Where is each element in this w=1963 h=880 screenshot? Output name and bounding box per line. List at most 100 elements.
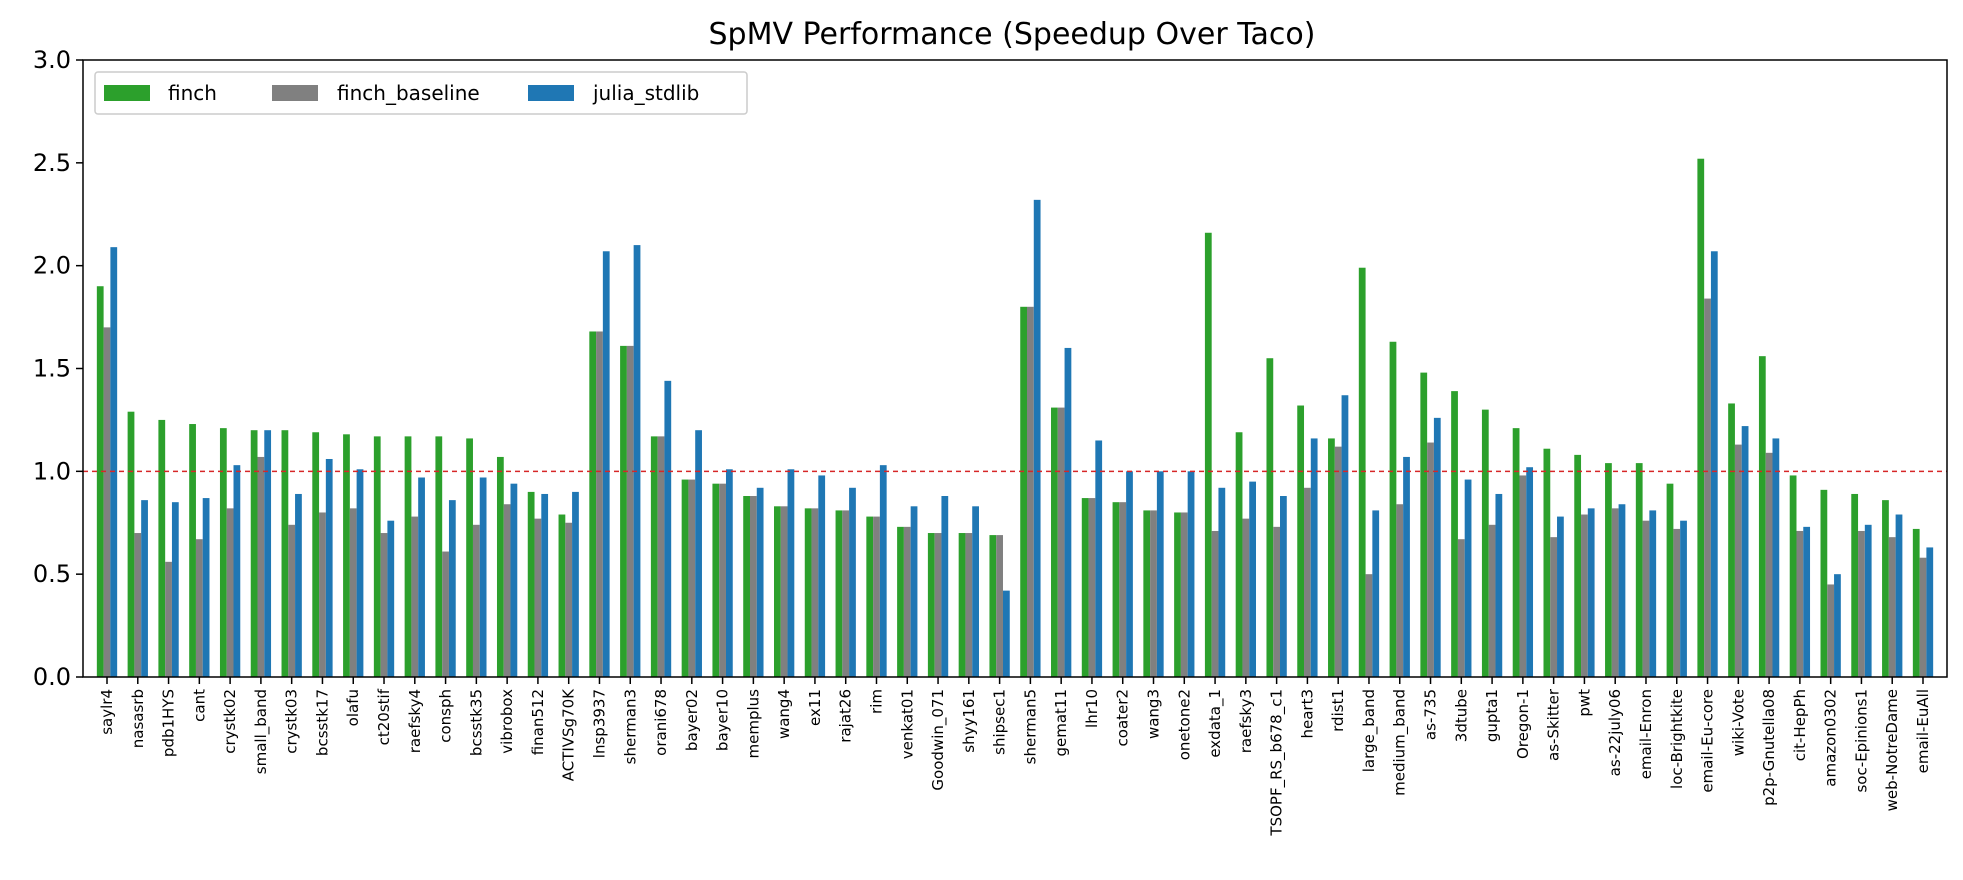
bar-finch-baseline-ct20stif bbox=[380, 533, 388, 677]
x-tick-label: olafu bbox=[344, 689, 362, 726]
x-tick-label: web-NotreDame bbox=[1883, 689, 1901, 811]
y-tick-label: 1.5 bbox=[33, 355, 71, 383]
bar-finch-rdist1 bbox=[1328, 438, 1335, 677]
bar-julia-stdlib-email-EuAll bbox=[1926, 547, 1934, 677]
bar-julia-stdlib-sherman5 bbox=[1033, 199, 1041, 677]
bar-finch-baseline-memplus bbox=[749, 496, 757, 677]
x-tick-label: wang4 bbox=[775, 689, 793, 739]
bar-julia-stdlib-email-Eu-core bbox=[1710, 251, 1718, 677]
bar-finch-baseline-rajat26 bbox=[842, 510, 850, 677]
bar-julia-stdlib-olafu bbox=[356, 469, 364, 677]
legend-label-julia-stdlib: julia_stdlib bbox=[592, 81, 699, 105]
bar-finch-baseline-onetone2 bbox=[1180, 512, 1188, 677]
x-tick-label: orani678 bbox=[652, 689, 670, 756]
bar-julia-stdlib-crystk02 bbox=[233, 465, 241, 677]
bar-julia-stdlib-web-NotreDame bbox=[1895, 514, 1903, 677]
bar-finch-bayer02 bbox=[681, 479, 689, 677]
x-tick-label: raefsky3 bbox=[1237, 689, 1255, 753]
bar-julia-stdlib-shipsec1 bbox=[1003, 590, 1010, 677]
bar-finch-baseline-email-Enron bbox=[1642, 520, 1650, 677]
bar-finch-baseline-bcsstk17 bbox=[319, 512, 326, 677]
x-tick-label: crystk03 bbox=[283, 689, 301, 754]
bar-finch-sherman5 bbox=[1020, 306, 1027, 677]
bar-julia-stdlib-lhr10 bbox=[1095, 440, 1103, 677]
bar-finch-baseline-coater2 bbox=[1119, 502, 1127, 677]
bar-julia-stdlib-wang3 bbox=[1156, 471, 1164, 677]
x-tick-label: email-Enron bbox=[1637, 689, 1655, 779]
bar-finch-cit-HepPh bbox=[1789, 475, 1797, 677]
bar-finch-vibrobox bbox=[496, 456, 504, 677]
bar-finch-baseline-finan512 bbox=[534, 518, 542, 677]
bar-finch-baseline-wang3 bbox=[1150, 510, 1157, 677]
bar-julia-stdlib-rajat26 bbox=[849, 487, 856, 677]
bar-julia-stdlib-cant bbox=[202, 498, 210, 677]
x-tick-label: consph bbox=[437, 689, 455, 743]
bar-finch-baseline-bcsstk35 bbox=[472, 524, 480, 677]
bar-finch-baseline-pdb1HYS bbox=[165, 561, 172, 677]
bar-finch-baseline-sherman5 bbox=[1027, 306, 1034, 677]
x-tick-label: exdata_1 bbox=[1206, 689, 1225, 758]
bar-julia-stdlib-heart3 bbox=[1310, 438, 1318, 677]
bar-julia-stdlib-bcsstk17 bbox=[325, 458, 333, 677]
bar-julia-stdlib-wiki-Vote bbox=[1741, 426, 1749, 677]
bar-finch-baseline-shyy161 bbox=[965, 533, 973, 677]
x-tick-label: coater2 bbox=[1114, 689, 1132, 746]
bar-finch-baseline-crystk03 bbox=[288, 524, 296, 677]
bar-finch-3dtube bbox=[1451, 391, 1458, 677]
bar-finch-shipsec1 bbox=[989, 535, 997, 677]
bar-julia-stdlib-email-Enron bbox=[1649, 510, 1657, 677]
bar-julia-stdlib-exdata_1 bbox=[1218, 487, 1226, 677]
bar-finch-pwt bbox=[1574, 454, 1582, 677]
x-tick-label: email-EuAll bbox=[1914, 689, 1932, 773]
bar-julia-stdlib-bayer02 bbox=[695, 430, 702, 677]
x-tick-label: medium_band bbox=[1391, 689, 1410, 796]
y-tick-label: 0.0 bbox=[33, 663, 71, 691]
bar-julia-stdlib-sherman3 bbox=[633, 245, 641, 677]
bar-julia-stdlib-as-22july06 bbox=[1618, 504, 1626, 677]
bar-finch-baseline-bayer10 bbox=[719, 483, 726, 677]
bar-finch-Goodwin_071 bbox=[927, 533, 935, 677]
legend-label-finch: finch bbox=[168, 81, 217, 105]
bar-finch-gupta1 bbox=[1481, 409, 1489, 677]
bar-finch-baseline-large_band bbox=[1365, 574, 1373, 677]
bar-finch-orani678 bbox=[650, 436, 658, 677]
bar-finch-baseline-nasasrb bbox=[134, 533, 142, 677]
bar-finch-baseline-saylr4 bbox=[103, 327, 111, 677]
x-tick-label: vibrobox bbox=[498, 689, 516, 754]
bar-finch-shyy161 bbox=[958, 533, 966, 677]
x-axis: saylr4 nasasrb pdb1HYS cant crystk02 small_ba… bbox=[98, 677, 1932, 837]
bar-julia-stdlib-gemat11 bbox=[1064, 347, 1072, 677]
bar-finch-baseline-raefsky4 bbox=[411, 516, 419, 677]
x-tick-label: TSOPF_RS_b678_c1 bbox=[1268, 689, 1287, 837]
bar-finch-email-EuAll bbox=[1912, 528, 1920, 677]
bar-finch-baseline-bayer02 bbox=[688, 479, 696, 677]
bar-julia-stdlib-raefsky4 bbox=[418, 477, 425, 677]
bar-finch-pdb1HYS bbox=[158, 419, 166, 677]
x-tick-label: ACTIVSg70K bbox=[560, 688, 578, 781]
x-tick-label: wang3 bbox=[1145, 689, 1163, 739]
bar-finch-ex11 bbox=[804, 508, 812, 677]
bar-finch-Oregon-1 bbox=[1512, 428, 1520, 677]
x-tick-label: loc-Brightkite bbox=[1668, 689, 1686, 789]
bar-finch-p2p-Gnutella08 bbox=[1758, 356, 1766, 677]
bar-julia-stdlib-gupta1 bbox=[1495, 493, 1503, 677]
x-tick-label: heart3 bbox=[1298, 689, 1316, 739]
bar-finch-large_band bbox=[1358, 267, 1366, 677]
legend-swatch-finch-baseline bbox=[272, 85, 318, 101]
bar-julia-stdlib-rim bbox=[879, 465, 887, 677]
x-tick-label: memplus bbox=[744, 689, 762, 759]
x-tick-label: cant bbox=[190, 689, 208, 722]
bar-finch-wang3 bbox=[1143, 510, 1151, 677]
bar-finch-medium_band bbox=[1389, 341, 1397, 677]
bar-finch-wang4 bbox=[774, 506, 781, 677]
x-tick-label: nasasrb bbox=[129, 689, 147, 748]
bar-julia-stdlib-Goodwin_071 bbox=[941, 496, 949, 677]
x-tick-label: bayer02 bbox=[683, 689, 701, 751]
y-tick-label: 1.0 bbox=[33, 457, 71, 485]
x-tick-label: onetone2 bbox=[1175, 689, 1193, 760]
x-tick-label: as-Skitter bbox=[1545, 688, 1563, 761]
bar-finch-venkat01 bbox=[897, 526, 904, 677]
bar-julia-stdlib-finan512 bbox=[541, 493, 549, 677]
bar-finch-baseline-cit-HepPh bbox=[1796, 530, 1804, 677]
bar-finch-memplus bbox=[743, 496, 750, 677]
